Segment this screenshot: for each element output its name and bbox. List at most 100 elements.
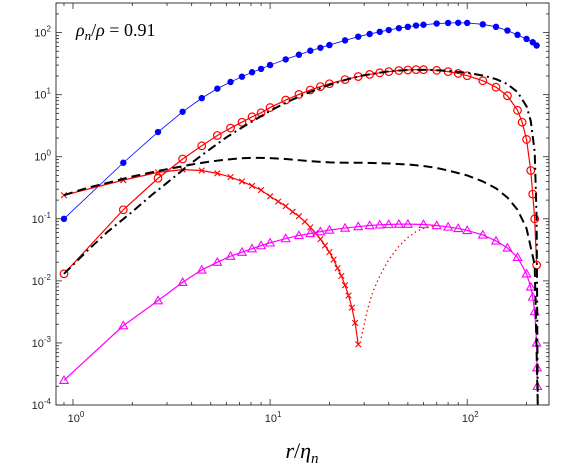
series-0-point bbox=[523, 35, 530, 43]
series-0-point bbox=[464, 19, 471, 27]
series-1-point bbox=[226, 123, 235, 133]
series-0-point bbox=[154, 128, 162, 136]
series-2-point bbox=[214, 170, 221, 177]
series-1-point bbox=[294, 90, 304, 99]
series-0-point bbox=[282, 56, 289, 63]
series-3 bbox=[360, 224, 437, 339]
series-2-point bbox=[257, 186, 265, 194]
series-0-point bbox=[341, 37, 349, 44]
plot-frame bbox=[55, 2, 550, 406]
y-tick-label: 10-1 bbox=[32, 211, 52, 226]
series-0-point bbox=[295, 51, 303, 58]
series-0-point bbox=[533, 42, 540, 49]
series-0-point bbox=[266, 61, 274, 69]
tick-label-layer: 100 101 102 10-4 10-3 10-2 10-1 100 101 102 bbox=[32, 25, 479, 425]
series-0-point bbox=[420, 21, 427, 28]
series-0-point bbox=[326, 41, 333, 49]
series-2-point bbox=[348, 304, 356, 311]
series-4-point bbox=[442, 221, 454, 231]
series-4-point bbox=[293, 230, 305, 240]
series-1-point bbox=[530, 214, 540, 224]
series-4-point bbox=[196, 264, 207, 274]
series-1-point bbox=[178, 154, 188, 164]
series-5 bbox=[63, 156, 539, 406]
series-0-point bbox=[214, 85, 221, 92]
series-5-line bbox=[63, 156, 539, 406]
series-1-point bbox=[153, 173, 163, 183]
annotation-text: ρn/ρ = 0.91 bbox=[75, 20, 155, 43]
series-4-point bbox=[177, 276, 188, 286]
series-4-point bbox=[490, 235, 502, 245]
series-2-point bbox=[275, 198, 282, 205]
series-4-point bbox=[280, 233, 291, 243]
series-2-point bbox=[338, 272, 345, 280]
series-4-point bbox=[212, 256, 223, 266]
series-2-point bbox=[355, 341, 362, 348]
series-layer bbox=[58, 19, 543, 406]
series-0-point bbox=[227, 78, 234, 86]
series-4-point bbox=[374, 219, 385, 229]
series-0-point bbox=[248, 69, 256, 76]
series-2-point bbox=[326, 248, 333, 256]
series-1-point bbox=[237, 117, 247, 127]
series-0-point bbox=[395, 24, 403, 32]
series-4-point bbox=[477, 229, 488, 239]
series-4-point bbox=[418, 219, 429, 229]
series-0-point bbox=[514, 31, 521, 39]
series-4-point bbox=[521, 268, 532, 278]
series-2-point bbox=[317, 235, 324, 243]
series-0-point bbox=[404, 23, 412, 31]
y-tick-label: 102 bbox=[34, 25, 51, 40]
series-1-point bbox=[265, 103, 275, 112]
tick-layer bbox=[56, 2, 549, 406]
series-1-point bbox=[478, 76, 488, 86]
series-2-point bbox=[248, 182, 256, 190]
series-0-point bbox=[376, 28, 383, 36]
series-0-point bbox=[238, 73, 246, 80]
series-4-point bbox=[118, 320, 129, 330]
series-4-point bbox=[264, 237, 276, 247]
series-2-point bbox=[321, 242, 329, 249]
x-axis-title: r/ηn bbox=[285, 438, 318, 467]
y-tick-label: 101 bbox=[34, 87, 51, 102]
series-6-line bbox=[63, 68, 539, 406]
series-4-line bbox=[63, 223, 538, 387]
series-0-point bbox=[385, 26, 392, 34]
series-2-point bbox=[289, 208, 296, 215]
series-0-point bbox=[307, 47, 314, 54]
series-1-point bbox=[491, 82, 501, 92]
series-4-point bbox=[353, 221, 364, 231]
series-1-point bbox=[316, 82, 325, 91]
series-1-point bbox=[59, 269, 69, 279]
series-1-point bbox=[522, 135, 531, 144]
series-0-point bbox=[257, 65, 265, 73]
series-3-line bbox=[360, 224, 437, 339]
series-1-point bbox=[197, 141, 207, 151]
series-2-point bbox=[227, 173, 234, 181]
x-tick-label: 102 bbox=[462, 410, 479, 425]
series-1-point bbox=[247, 112, 257, 122]
series-4-point bbox=[315, 226, 326, 236]
series-4-point bbox=[58, 374, 70, 385]
series-2-point bbox=[334, 265, 341, 272]
y-tick-label: 10-3 bbox=[32, 335, 52, 350]
series-0-point bbox=[60, 215, 68, 223]
series-1-point bbox=[517, 117, 527, 127]
series-2-point bbox=[307, 224, 314, 231]
series-4-point bbox=[383, 219, 394, 229]
series-2-point bbox=[60, 192, 68, 199]
series-4-point bbox=[225, 250, 236, 260]
y-tick-label: 10-4 bbox=[32, 397, 52, 412]
series-4-point bbox=[462, 225, 473, 235]
series-0-point bbox=[366, 30, 373, 38]
series-0-point bbox=[355, 33, 362, 40]
series-4-point bbox=[236, 246, 248, 256]
series-0-point bbox=[433, 20, 440, 27]
series-2-point bbox=[345, 292, 352, 299]
series-4-point bbox=[431, 220, 442, 230]
series-0-point bbox=[179, 108, 186, 115]
series-1-point bbox=[453, 69, 463, 78]
plot-area bbox=[56, 3, 549, 405]
series-1-point bbox=[325, 79, 334, 89]
